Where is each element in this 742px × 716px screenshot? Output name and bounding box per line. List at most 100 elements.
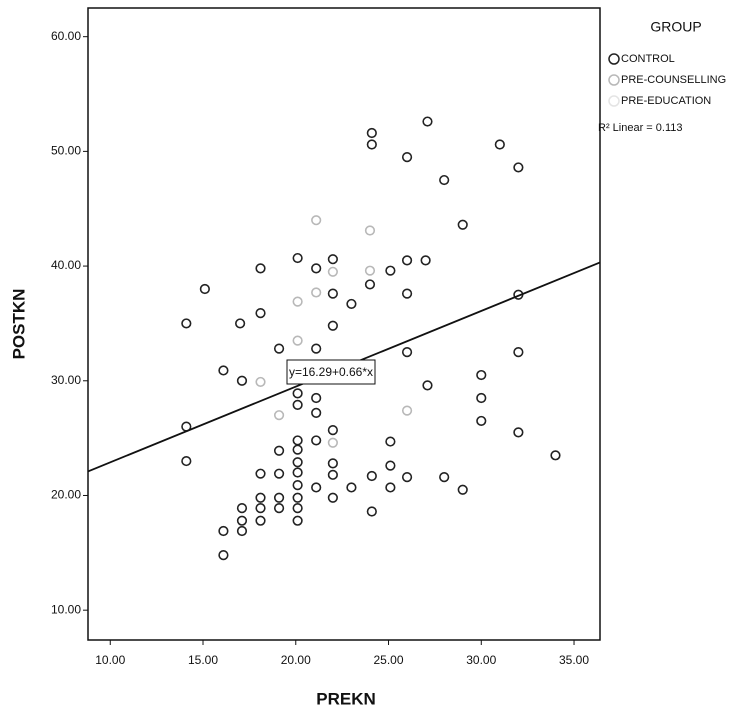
data-point [401, 347, 413, 358]
data-point [311, 215, 322, 226]
data-point [513, 347, 524, 358]
data-point [327, 458, 338, 469]
legend-marker [608, 95, 620, 107]
data-point [366, 506, 377, 517]
data-point [401, 472, 413, 483]
data-point [311, 263, 322, 274]
y-tick-label: 10.00 [51, 602, 81, 616]
r2-label: R² Linear = 0.113 [598, 122, 683, 134]
data-point [292, 252, 303, 264]
data-point [327, 320, 338, 331]
y-tick-label: 30.00 [51, 373, 81, 387]
data-point [385, 265, 396, 276]
y-tick-label: 60.00 [51, 29, 81, 43]
data-point [181, 455, 192, 467]
y-axis-title: POSTKN [9, 289, 28, 360]
data-point [218, 550, 229, 561]
plot-frame [87, 7, 601, 641]
y-tick-label: 50.00 [51, 144, 81, 158]
data-point [255, 263, 266, 274]
data-point [327, 288, 338, 299]
data-point [255, 492, 266, 503]
data-point [366, 127, 377, 139]
x-tick-label: 25.00 [374, 653, 404, 667]
data-point [273, 410, 285, 421]
data-point [292, 515, 303, 526]
data-point [273, 502, 285, 514]
fit-label-box [286, 359, 376, 385]
data-point [364, 265, 376, 276]
data-point [292, 335, 303, 346]
data-point [401, 288, 413, 299]
data-point [255, 502, 266, 514]
data-point [366, 139, 377, 150]
data-point [457, 484, 468, 495]
data-point [273, 343, 285, 354]
data-point [311, 407, 322, 418]
data-point [273, 468, 285, 479]
legend-marker [608, 53, 620, 65]
legend-label: CONTROL [621, 53, 675, 65]
data-point [513, 162, 524, 173]
data-point [366, 470, 377, 482]
x-tick-label: 10.00 [95, 653, 125, 667]
data-point [236, 375, 248, 386]
data-point [235, 318, 246, 329]
x-tick-label: 35.00 [559, 653, 589, 667]
data-point [292, 435, 303, 446]
data-point [327, 492, 338, 503]
data-point [550, 450, 561, 461]
data-point [292, 480, 303, 491]
x-tick-label: 15.00 [188, 653, 218, 667]
data-point [476, 392, 487, 404]
data-point [199, 283, 210, 295]
data-point [401, 152, 413, 163]
data-point [292, 457, 303, 468]
data-point [311, 392, 322, 404]
data-point [311, 482, 322, 493]
data-point [420, 255, 431, 266]
data-point [292, 492, 303, 503]
data-point [255, 308, 266, 319]
data-point [346, 298, 357, 310]
data-point [292, 467, 303, 478]
data-point [273, 445, 285, 456]
data-point [401, 255, 413, 266]
legend-title: GROUP [650, 19, 701, 35]
x-tick-label: 30.00 [466, 653, 496, 667]
y-tick-label: 20.00 [51, 488, 81, 502]
fit-label: y=16.29+0.66*x [289, 365, 373, 379]
legend-marker [608, 74, 620, 86]
data-point [218, 525, 229, 537]
data-point [327, 266, 338, 277]
legend-label: PRE-EDUCATION [621, 95, 711, 107]
data-point [327, 254, 338, 265]
data-point [236, 502, 248, 514]
data-point [476, 369, 487, 381]
data-point [385, 460, 396, 471]
data-point [255, 376, 266, 388]
data-point [311, 435, 322, 446]
data-point [236, 515, 248, 526]
y-tick-label: 40.00 [51, 258, 81, 272]
data-point [292, 296, 303, 307]
data-point [364, 279, 376, 290]
x-axis-title: PREKN [316, 689, 376, 708]
data-point [494, 139, 505, 150]
data-point [327, 469, 338, 480]
data-point [311, 343, 322, 354]
data-point [457, 219, 468, 230]
legend-label: PRE-COUNSELLING [621, 74, 726, 86]
data-point [327, 424, 338, 436]
data-point [273, 492, 285, 503]
data-point [422, 116, 433, 127]
data-point [439, 174, 450, 186]
data-point [364, 225, 376, 236]
data-point [401, 405, 413, 416]
data-point [385, 436, 396, 447]
data-point [292, 388, 303, 399]
data-point [346, 482, 357, 493]
x-tick-label: 20.00 [281, 653, 311, 667]
data-point [327, 437, 338, 448]
